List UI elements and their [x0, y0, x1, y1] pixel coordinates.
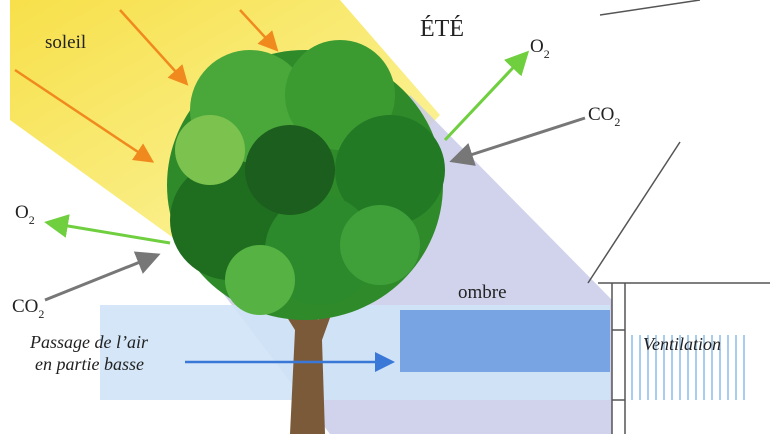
gas-label: O2 — [530, 36, 550, 61]
gas-symbol: O — [15, 202, 29, 223]
gas-subscript: 2 — [544, 47, 550, 61]
tree-crown — [167, 40, 445, 320]
title: ÉTÉ — [420, 16, 464, 42]
gas-subscript: 2 — [38, 307, 44, 321]
gas-label: CO2 — [588, 104, 620, 129]
house — [587, 0, 770, 434]
co2-arrow — [449, 116, 586, 166]
gas-symbol: CO — [588, 104, 614, 125]
o2-arrow — [44, 214, 171, 245]
ventilation-label: Ventilation — [643, 334, 721, 354]
ventilation-stripes — [631, 335, 745, 400]
gas-symbol: O — [530, 36, 544, 57]
gas-subscript: 2 — [614, 115, 620, 129]
airflow-label: en partie basse — [35, 354, 144, 374]
shade-label: ombre — [458, 282, 507, 303]
co2-arrow — [44, 251, 161, 302]
airflow-label: Passage de l’air — [29, 332, 149, 352]
gas-label: CO2 — [12, 296, 44, 321]
gas-symbol: CO — [12, 296, 38, 317]
gas-label: O2 — [15, 202, 35, 227]
sun-arrows — [14, 9, 279, 163]
o2-arrow — [443, 50, 530, 142]
gas-subscript: 2 — [29, 213, 35, 227]
air-band-dark — [400, 310, 610, 372]
sun-label: soleil — [45, 32, 86, 53]
